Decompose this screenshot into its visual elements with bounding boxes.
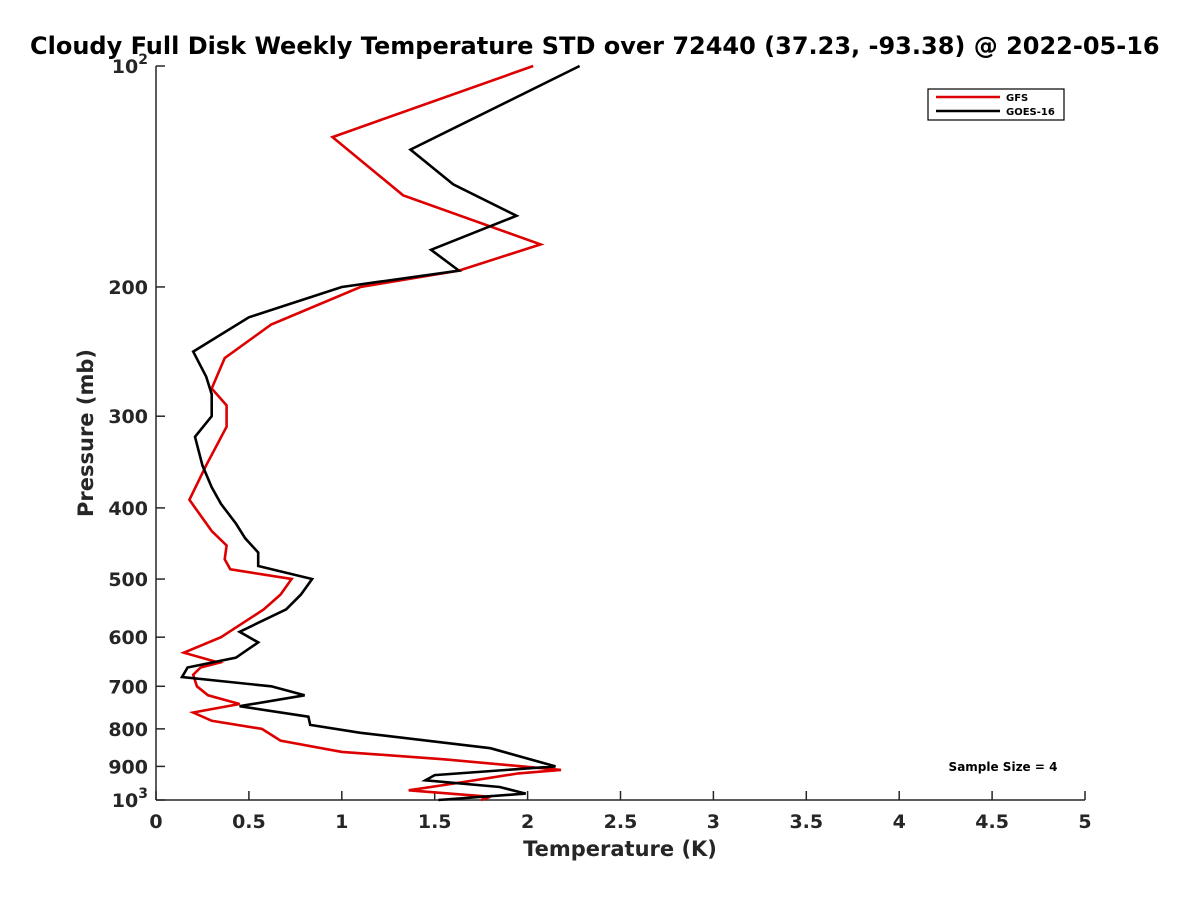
x-axis-label: Temperature (K): [523, 837, 717, 861]
y-axis-label: Pressure (mb): [74, 349, 98, 517]
plot-area: 0 0.5 1 1.5 2 2.5 3 3.5 4 4.5 5 102200300400500600…: [108, 52, 1091, 833]
y-tick-label: 103: [112, 786, 148, 812]
legend-label-gfs: GFS: [1006, 93, 1028, 104]
x-tick-label: 4.5: [975, 811, 1009, 833]
y-tick-label-exponent: 2: [138, 52, 148, 68]
x-tick-label: 2: [521, 811, 534, 833]
legend-label-goes16: GOES-16: [1006, 107, 1055, 118]
legend: GFS GOES-16: [927, 88, 1065, 121]
series-lines: [179, 64, 581, 802]
y-tick-label: 800: [108, 719, 148, 741]
y-tick-label: 900: [108, 756, 148, 778]
x-tick-label: 0: [149, 811, 162, 833]
y-tick-label: 400: [108, 498, 148, 520]
y-tick-label-base: 10: [112, 56, 138, 78]
x-tick-label: 3.5: [789, 811, 823, 833]
x-tick-label: 5: [1078, 811, 1091, 833]
y-tick-label: 500: [108, 569, 148, 591]
x-tick-label: 4: [893, 811, 906, 833]
series-line-gfs: [179, 64, 562, 802]
x-tick-label: 3: [707, 811, 720, 833]
y-tick-label: 300: [108, 406, 148, 428]
x-ticks: 0 0.5 1 1.5 2 2.5 3 3.5 4 4.5 5: [149, 791, 1092, 833]
legend-box: [927, 88, 1065, 121]
x-tick-label: 1: [335, 811, 348, 833]
x-tick-label: 1.5: [418, 811, 452, 833]
y-tick-label: 600: [108, 627, 148, 649]
x-tick-label: 2.5: [604, 811, 638, 833]
y-tick-label-base: 10: [112, 790, 138, 812]
y-tick-label: 200: [108, 277, 148, 299]
sample-size-annotation: Sample Size = 4: [949, 760, 1058, 774]
y-tick-label: 700: [108, 676, 148, 698]
y-tick-label-exponent: 3: [138, 786, 148, 802]
y-tick-label: 102: [112, 52, 148, 78]
series-line-goes16: [179, 64, 581, 802]
chart-title: Cloudy Full Disk Weekly Temperature STD …: [30, 32, 1160, 60]
x-tick-label: 0.5: [232, 811, 266, 833]
